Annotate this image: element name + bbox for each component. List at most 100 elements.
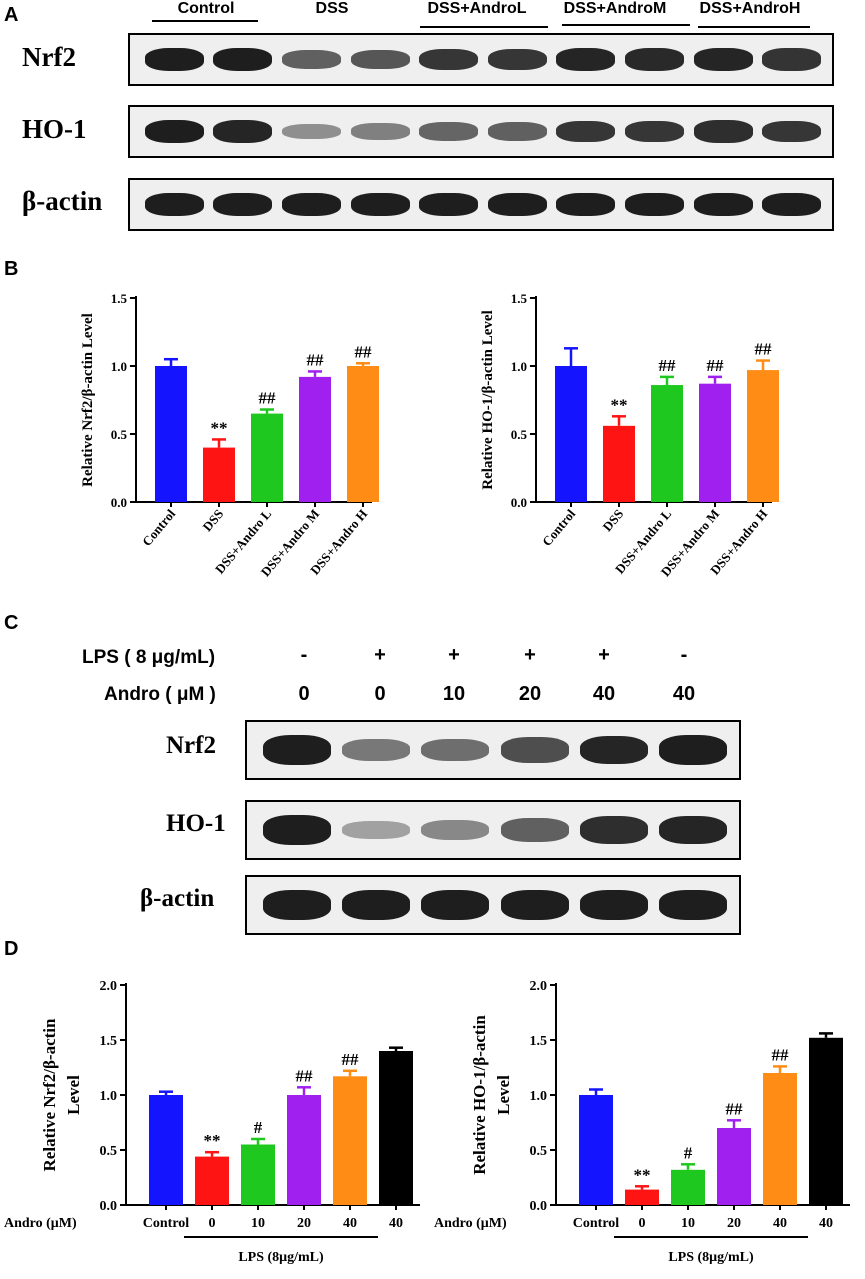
bar (347, 366, 379, 502)
lane-group-line-4 (698, 26, 810, 28)
y-tick-label: 0.0 (111, 495, 127, 510)
significance-label: ## (772, 1045, 790, 1064)
blot-a-band (282, 49, 341, 70)
blot-c-strip-0 (245, 720, 741, 780)
bar (241, 1144, 275, 1205)
significance-label: # (254, 1118, 263, 1137)
y-tick-label: 0.5 (511, 427, 528, 442)
blot-c-band (262, 735, 331, 765)
bar (809, 1037, 843, 1205)
blot-c-band (341, 890, 411, 920)
blot-a-label-nrf2: Nrf2 (22, 42, 76, 72)
lane-group-0: Control (177, 0, 235, 17)
y-axis-label: Relative HO-1/β-actin (470, 1015, 489, 1175)
blot-a-band (693, 48, 753, 71)
bar (195, 1156, 229, 1205)
blot-a-band (556, 120, 616, 143)
blot-a-band (487, 192, 547, 217)
panel-label-a: A (4, 4, 19, 26)
blot-a-label-ho1: HO-1 (22, 114, 87, 144)
blot-a-band (350, 192, 410, 217)
blot-a-band (213, 47, 273, 72)
lane-group-line-2 (420, 26, 548, 28)
condition-value: 20 (518, 683, 542, 705)
bar (579, 1095, 613, 1205)
condition-lps-label: LPS ( 8 μg/mL) (82, 647, 216, 668)
y-tick-label: 1.5 (111, 291, 128, 306)
y-axis-label: Level (64, 1075, 83, 1115)
blot-c-band (659, 890, 728, 920)
y-axis-label: Relative Nrf2/β-actin Level (80, 313, 96, 487)
y-tick-label: 1.0 (530, 1089, 548, 1104)
blot-a-strip-2 (128, 178, 834, 231)
bar (747, 370, 779, 502)
y-tick-label: 0.5 (530, 1144, 548, 1159)
y-tick-label: 2.0 (100, 979, 118, 994)
y-axis-label: Relative Nrf2/β-actin (40, 1018, 59, 1171)
blot-a-band (213, 192, 273, 217)
significance-label: ## (755, 340, 773, 359)
x-tick-label: 20 (727, 1216, 741, 1231)
blot-c-strip-2 (245, 875, 741, 935)
significance-label: ## (296, 1066, 314, 1085)
blot-a-band (487, 48, 547, 71)
blot-a-band (625, 120, 684, 143)
group-label: LPS (8μg/mL) (238, 1250, 324, 1265)
blot-c-band (579, 816, 649, 844)
blot-a-band (762, 192, 822, 217)
significance-label: ## (259, 389, 277, 408)
blot-a-band (144, 192, 204, 217)
blot-a-band (487, 121, 547, 142)
condition-value: 40 (672, 683, 696, 705)
panel-label-b: B (4, 258, 19, 280)
condition-value: 10 (442, 683, 466, 705)
condition-value: - (300, 644, 308, 666)
x-tick-label: 0 (639, 1216, 646, 1231)
blot-a-band (350, 49, 410, 70)
blot-a-label-actin: β-actin (22, 186, 103, 216)
y-tick-label: 0.0 (100, 1199, 118, 1214)
chart-b-ho1: 0.0 0.5 1.0 1.5 Relative HO-1/β-actin Level C… (480, 291, 779, 579)
blot-a-band (556, 48, 616, 71)
x-tick-label: Control (143, 1216, 190, 1231)
x-tick-label: 10 (681, 1216, 695, 1231)
blot-a-band (693, 192, 753, 217)
y-tick-label: 0.5 (111, 427, 128, 442)
condition-value: 0 (374, 683, 386, 705)
x-tick-label: DSS (199, 506, 226, 534)
panel-label-d: D (4, 938, 19, 960)
significance-label: ## (307, 350, 325, 369)
x-tick-label: DSS (599, 506, 626, 534)
condition-value: + (374, 644, 386, 666)
blot-a-strip-0 (128, 33, 834, 86)
x-prefix-label: Andro (μM) (4, 1216, 77, 1231)
bar (379, 1051, 413, 1205)
blot-a-band (762, 120, 822, 143)
bar (203, 447, 235, 502)
blot-a-band (419, 48, 479, 71)
blot-a-band (693, 120, 753, 143)
y-tick-label: 1.0 (111, 359, 127, 374)
blot-a-band (282, 123, 341, 140)
blot-a-band (419, 192, 479, 217)
lane-group-line-0 (152, 20, 258, 22)
bar (555, 366, 587, 502)
blot-c-label-actin: β-actin (140, 885, 215, 912)
bar (671, 1169, 705, 1205)
y-axis-label: Level (494, 1075, 513, 1115)
condition-value: + (448, 644, 460, 666)
x-tick-label: 40 (389, 1216, 403, 1231)
bar (699, 383, 731, 502)
chart-d-ho1: 0.0 0.5 1.0 1.5 2.0 Relative HO-1/β-actin Leve… (434, 979, 850, 1265)
blot-c-strip-1 (245, 800, 741, 860)
significance-label: ## (659, 356, 677, 375)
blot-a-band (762, 48, 822, 71)
x-tick-label: 20 (297, 1216, 311, 1231)
x-tick-label: Control (539, 506, 578, 549)
x-tick-label: Control (573, 1216, 620, 1231)
bar (763, 1073, 797, 1205)
blot-c-band (659, 735, 728, 765)
significance-label: ## (342, 1050, 360, 1069)
blot-c-band (262, 815, 331, 845)
blot-c-band (421, 890, 490, 920)
